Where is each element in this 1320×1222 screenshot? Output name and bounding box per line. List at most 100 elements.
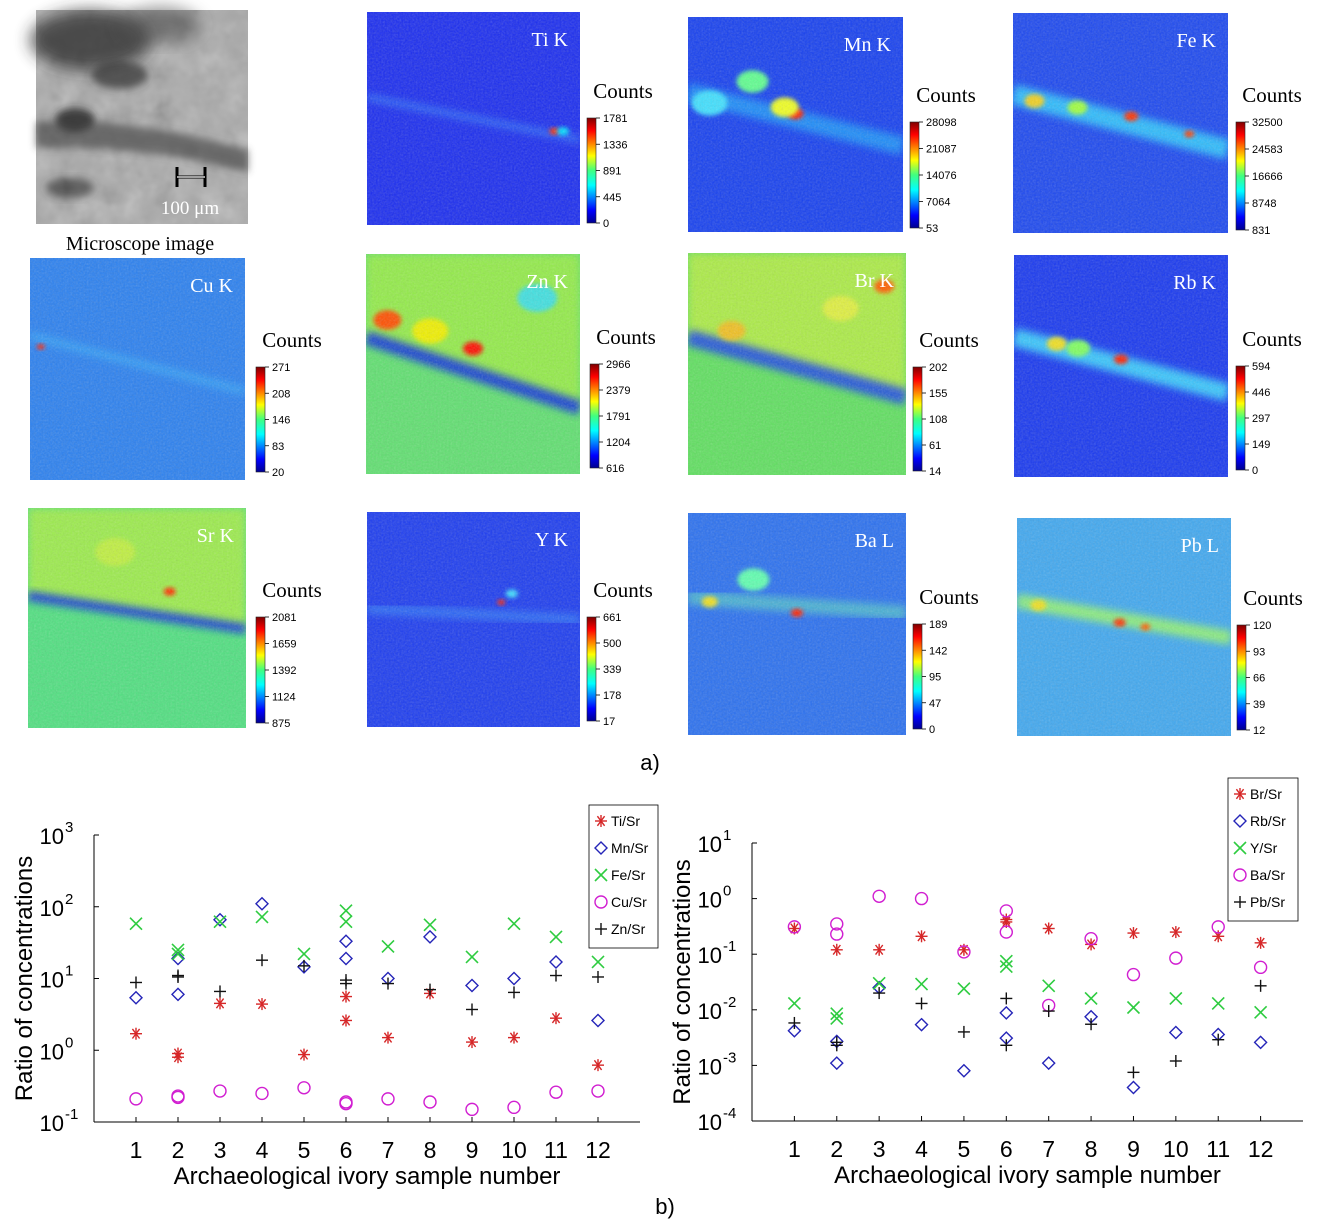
legend-marker [1233,841,1247,855]
colorbar [909,121,920,229]
colorbar-title: Counts [919,328,979,352]
data-point [507,917,521,931]
colorbar-tick-label: 208 [272,388,290,400]
data-point [339,915,353,929]
colorbar-tick-label: 39 [1253,699,1265,711]
data-point [1169,951,1183,965]
data-point [213,915,227,929]
colorbar-title: Counts [1242,327,1302,351]
element-map-label: Cu K [190,275,233,297]
legend-entry: Ba/Sr [1250,867,1285,883]
data-point [381,1092,395,1106]
colorbar-title: Counts [919,585,979,609]
colorbar-title: Counts [262,578,322,602]
colorbar-tick-label: 24583 [1252,144,1283,156]
colorbar-tick-label: 616 [606,463,624,475]
data-point [1084,991,1098,1006]
data-point [957,1025,970,1038]
legend-entry: Br/Sr [1250,786,1282,802]
colorbar-tick-label: 0 [603,218,609,230]
colorbar-tick-label: 831 [1252,225,1270,237]
colorbar-tick-label: 32500 [1252,117,1283,129]
element-map: Cu K Counts 271 208 146 83 20 [30,258,322,480]
data-point [1084,932,1098,946]
data-point [787,996,801,1011]
legend-marker [595,815,607,827]
colorbar [586,117,597,224]
data-point [1212,1033,1225,1046]
legend-marker [1233,814,1247,828]
data-point [171,987,185,1002]
data-point [1253,1035,1268,1050]
data-point [214,985,226,998]
colorbar-tick-label: 1791 [606,411,630,423]
x-axis-title: Archaeological ivory sample number [174,1163,561,1190]
data-point [1042,1005,1055,1018]
colorbar-tick-label: 1336 [603,139,627,151]
data-point [339,1095,353,1109]
y-tick-label: 10 [698,832,722,857]
data-point [830,1039,843,1052]
data-point [1127,1066,1140,1079]
data-point [549,1085,563,1099]
y-tick-exponent: -2 [723,994,736,1011]
x-tick-label: 5 [298,1137,311,1163]
colorbar [1235,121,1246,231]
data-point [465,950,479,964]
colorbar-tick-label: 47 [929,698,941,710]
x-tick-label: 2 [172,1137,185,1163]
data-point [873,943,886,956]
element-map-label: Rb K [1173,272,1216,294]
colorbar [255,616,266,724]
colorbar-tick-label: 93 [1253,646,1265,658]
colorbar-title: Counts [262,328,322,352]
data-point [550,969,562,982]
colorbar-tick-label: 149 [1252,439,1270,451]
x-tick-label: 9 [466,1137,479,1163]
element-map: Y K Counts 661 500 339 178 17 [367,512,653,728]
data-point [1254,936,1267,949]
x-axis-title: Archaeological ivory sample number [834,1162,1221,1189]
x-tick-label: 4 [256,1137,269,1163]
colorbar-tick-label: 445 [603,192,621,204]
y-tick-exponent: -1 [723,938,736,955]
data-point [1126,1080,1141,1095]
data-point [1254,979,1267,992]
data-point [466,1036,478,1049]
element-map: Ba L Counts 189 142 95 47 0 [688,513,979,736]
data-point [1041,1056,1056,1071]
element-map-label: Ti K [531,29,568,51]
data-point [298,959,310,972]
colorbar-tick-label: 21087 [926,144,957,156]
colorbar [255,366,266,473]
colorbar-tick-label: 1659 [272,639,296,651]
data-point [999,1005,1014,1020]
legend-entry: Pb/Sr [1250,894,1285,910]
data-point [915,930,928,943]
data-point [1000,1039,1013,1052]
colorbar-tick-label: 2379 [606,385,630,397]
data-point [999,904,1014,918]
y-tick-exponent: -4 [723,1105,736,1122]
y-tick-exponent: -1 [65,1106,78,1123]
legend-entry: Cu/Sr [611,894,647,910]
legend-entry: Fe/Sr [611,867,646,883]
data-point [256,998,268,1011]
colorbar-tick-label: 0 [929,724,935,736]
colorbar-tick-label: 20 [272,467,284,479]
colorbar-tick-label: 271 [272,362,290,374]
data-point [549,954,563,969]
colorbar-tick-label: 120 [1253,620,1271,632]
colorbar [586,616,597,722]
data-point [1042,979,1056,993]
panel-a-label: a) [640,750,660,775]
x-tick-label: 8 [424,1137,437,1163]
colorbar-tick-label: 189 [929,619,947,631]
x-tick-label: 10 [1163,1136,1189,1162]
data-point [830,917,844,931]
colorbar-tick-label: 875 [272,718,290,730]
legend-marker [594,868,608,882]
colorbar-tick-label: 202 [929,362,947,374]
element-map-label: Mn K [844,34,892,56]
data-point [339,934,353,949]
